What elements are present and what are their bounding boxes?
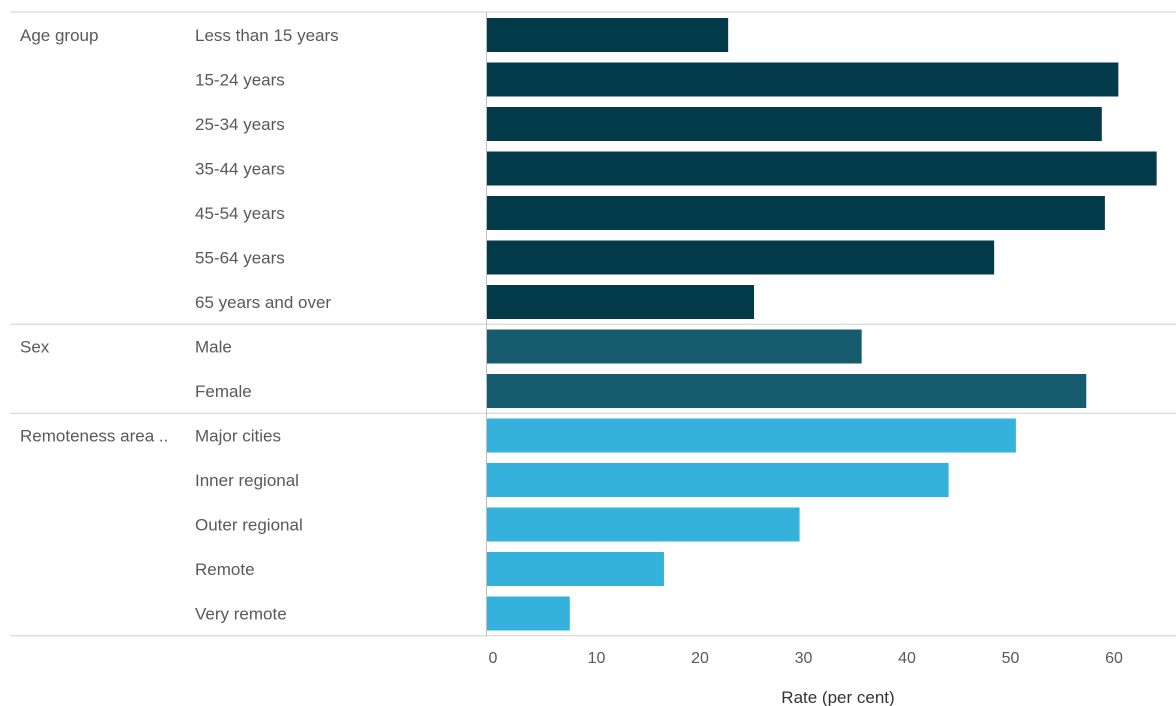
category-label: Male [195, 338, 232, 357]
bar [487, 329, 862, 364]
bar [487, 418, 1016, 453]
bar [487, 196, 1105, 230]
x-tick-label: 10 [588, 650, 606, 667]
category-label: Female [195, 382, 252, 401]
category-label: 45-54 years [195, 204, 285, 223]
x-tick-label: 40 [898, 650, 916, 667]
category-label: Remote [195, 560, 255, 579]
bar [487, 285, 755, 319]
category-label: Outer regional [195, 516, 303, 535]
bars [487, 18, 1157, 631]
x-tick-label: 50 [1002, 650, 1020, 667]
category-label: 65 years and over [195, 293, 331, 312]
x-tick-label: 20 [691, 650, 709, 667]
category-label: 25-34 years [195, 115, 285, 134]
x-tick-label: 0 [489, 650, 498, 667]
bar [487, 62, 1119, 97]
category-labels: Less than 15 years 15-24 years 25-34 years… [20, 26, 339, 624]
group-label: Age group [20, 26, 98, 45]
bar [487, 240, 995, 275]
group-label: Sex [20, 338, 50, 357]
category-label: Major cities [195, 427, 281, 446]
category-label: 35-44 years [195, 160, 285, 179]
category-label: 15-24 years [195, 71, 285, 90]
group-label: Remoteness area .. [20, 427, 168, 446]
bar [487, 507, 800, 542]
x-tick-label: 60 [1105, 650, 1123, 667]
x-axis: 0 10 20 30 40 50 60 [489, 650, 1123, 667]
bar [487, 107, 1102, 141]
bar [487, 552, 664, 586]
table-lines [10, 11, 1176, 637]
x-axis-title: Rate (per cent) [781, 688, 894, 706]
bar [487, 151, 1157, 186]
bar [487, 463, 949, 497]
category-label: Inner regional [195, 471, 299, 490]
x-tick-label: 30 [795, 650, 813, 667]
category-label: 55-64 years [195, 249, 285, 268]
bar [487, 596, 570, 631]
bar [487, 18, 729, 52]
category-label: Very remote [195, 605, 287, 624]
category-label: Less than 15 years [195, 26, 339, 45]
bar [487, 374, 1087, 408]
